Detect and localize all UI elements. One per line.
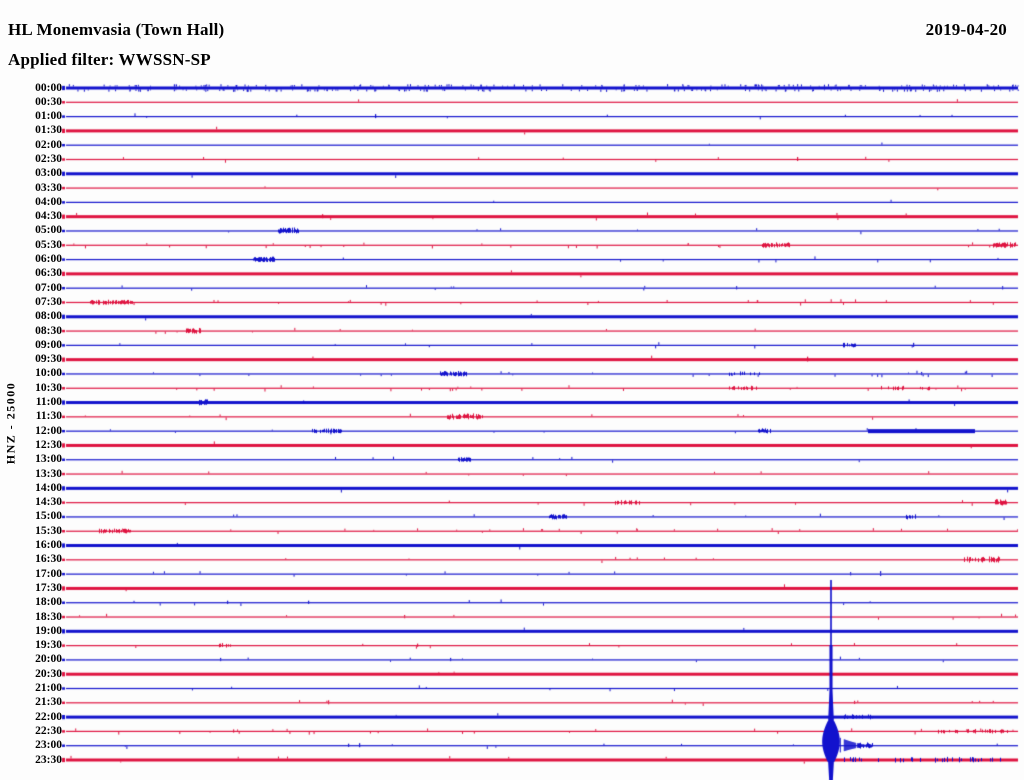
row-time-label: 09:00	[35, 338, 62, 351]
row-time-label: 13:00	[35, 453, 62, 466]
row-time-label: 21:30	[35, 696, 62, 709]
row-time-label: 18:00	[35, 596, 62, 609]
row-time-label: 17:30	[35, 581, 62, 594]
row-time-label: 04:30	[35, 210, 62, 223]
row-time-label: 07:00	[35, 281, 62, 294]
row-time-label: 19:30	[35, 639, 62, 652]
row-time-label: 01:30	[35, 124, 62, 137]
row-time-label: 20:30	[35, 667, 62, 680]
station-title: HL Monemvasia (Town Hall)	[8, 20, 225, 39]
row-time-label: 07:30	[35, 295, 62, 308]
row-time-label: 10:30	[35, 381, 62, 394]
row-time-label: 13:30	[35, 467, 62, 480]
row-time-label: 22:30	[35, 724, 62, 737]
row-time-label: 12:30	[35, 438, 62, 451]
row-time-label: 05:00	[35, 224, 62, 237]
row-time-label: 02:00	[35, 138, 62, 151]
row-time-label: 02:30	[35, 152, 62, 165]
date-label: 2019-04-20	[925, 20, 1007, 39]
row-time-label: 14:00	[35, 481, 62, 494]
row-time-label: 04:00	[35, 195, 62, 208]
row-time-label: 10:00	[35, 367, 62, 380]
row-time-label: 08:00	[35, 310, 62, 323]
row-time-label: 15:30	[35, 524, 62, 537]
row-time-label: 19:00	[35, 624, 62, 637]
row-labels: 00:00 00:30 01:00 01:30 02:00 02:30 03:00 03:30…	[0, 0, 62, 780]
row-time-label: 16:00	[35, 539, 62, 552]
row-time-label: 11:00	[35, 396, 62, 409]
row-time-label: 22:00	[35, 710, 62, 723]
row-time-label: 00:00	[35, 81, 62, 94]
row-time-label: 15:00	[35, 510, 62, 523]
row-time-label: 09:30	[35, 353, 62, 366]
row-time-label: 14:30	[35, 496, 62, 509]
row-time-label: 01:00	[35, 110, 62, 123]
row-time-label: 06:00	[35, 253, 62, 266]
row-time-label: 05:30	[35, 238, 62, 251]
row-time-label: 12:00	[35, 424, 62, 437]
row-time-label: 23:30	[35, 753, 62, 766]
row-time-label: 11:30	[35, 410, 62, 423]
row-time-label: 08:30	[35, 324, 62, 337]
row-time-label: 21:00	[35, 682, 62, 694]
row-time-label: 00:30	[35, 95, 62, 108]
applied-filter-label: Applied filter: WWSSN-SP	[8, 50, 211, 69]
row-time-label: 17:00	[35, 567, 62, 580]
row-time-label: 03:00	[35, 167, 62, 180]
row-time-label: 20:00	[35, 653, 62, 666]
row-time-label: 18:30	[35, 610, 62, 623]
row-time-label: 23:00	[35, 739, 62, 752]
row-time-label: 03:30	[35, 181, 62, 194]
row-time-label: 16:30	[35, 553, 62, 566]
row-time-label: 06:30	[35, 267, 62, 280]
